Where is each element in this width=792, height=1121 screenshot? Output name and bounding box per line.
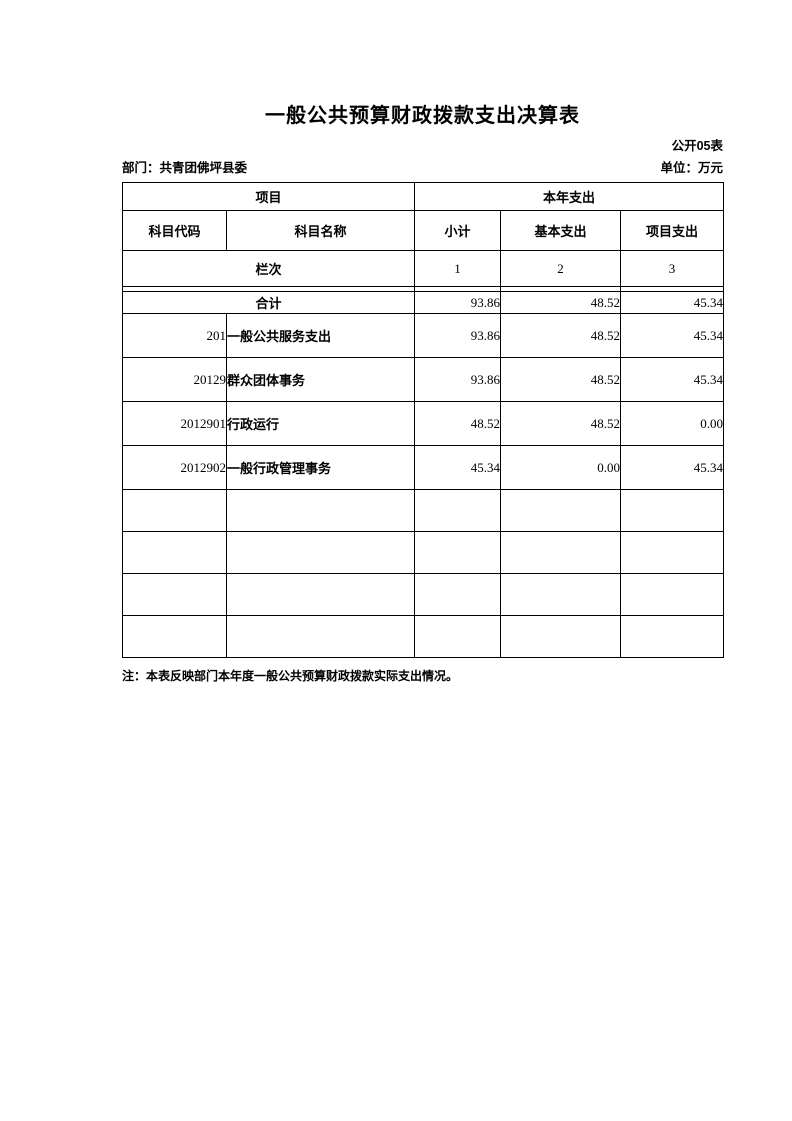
empty-cell [500,573,622,616]
empty-cell [122,489,227,532]
table-row: 2012901 行政运行 48.52 48.52 0.00 [122,401,725,446]
subject-name-cell: 行政运行 [225,401,416,446]
value-cell: 93.86 [414,357,502,402]
department-label: 部门：共青团佛坪县委 [122,161,248,175]
empty-row [122,489,725,532]
form-number: 公开05表 [671,139,723,153]
header-subtotal-cell: 小计 [414,210,502,251]
rank-number-cell: 3 [620,250,725,287]
total-value-cell: 93.86 [414,291,502,314]
rank-number-cell: 2 [500,250,622,287]
value-cell: 45.34 [620,445,725,490]
total-row: 合计 93.86 48.52 45.34 [121,291,725,314]
empty-cell [414,531,502,574]
empty-cell [500,615,622,658]
value-cell: 45.34 [620,357,725,402]
empty-cell [122,531,227,574]
empty-row [122,615,725,658]
header-project-expenditure-cell: 项目支出 [620,210,725,251]
value-cell: 48.52 [500,313,622,358]
header-group-row: 项目 本年支出 [121,182,725,211]
empty-cell [620,531,725,574]
header-project-group-cell: 项目 [121,182,416,211]
empty-cell [414,573,502,616]
expenditure-table: 项目 本年支出 科目代码 科目名称 小计 基本支出 项目支出 栏次 1 2 3 [121,182,725,658]
header-columns-row: 科目代码 科目名称 小计 基本支出 项目支出 [122,210,725,251]
unit-label: 单位：万元 [660,161,723,175]
page-title: 一般公共预算财政拨款支出决算表 [265,105,580,127]
value-cell: 48.52 [500,357,622,402]
rank-label-cell: 栏次 [121,250,416,287]
empty-row [122,531,725,574]
header-year-expenditure-cell: 本年支出 [414,182,725,211]
subject-name-cell: 群众团体事务 [225,357,416,402]
footnote: 注：本表反映部门本年度一般公共预算财政拨款实际支出情况。 [122,669,459,683]
subject-code-cell: 2012901 [122,401,227,446]
empty-cell [414,489,502,532]
value-cell: 93.86 [414,313,502,358]
subject-code-cell: 201 [122,313,227,358]
total-value-cell: 48.52 [500,291,622,314]
subject-name-cell: 一般行政管理事务 [225,445,416,490]
meta-line: 部门：共青团佛坪县委 单位：万元 [122,161,723,176]
value-cell: 0.00 [500,445,622,490]
empty-cell [225,615,416,658]
empty-cell [225,531,416,574]
value-cell: 48.52 [414,401,502,446]
header-basic-expenditure-cell: 基本支出 [500,210,622,251]
subject-code-cell: 20129 [122,357,227,402]
rank-number-cell: 1 [414,250,502,287]
subject-name-cell: 一般公共服务支出 [225,313,416,358]
empty-cell [620,573,725,616]
total-value-cell: 45.34 [620,291,725,314]
value-cell: 45.34 [414,445,502,490]
total-label-cell: 合计 [121,291,416,314]
empty-cell [414,615,502,658]
table-row: 2012902 一般行政管理事务 45.34 0.00 45.34 [122,445,725,490]
header-subject-code-cell: 科目代码 [122,210,227,251]
empty-cell [122,615,227,658]
value-cell: 48.52 [500,401,622,446]
table-row: 201 一般公共服务支出 93.86 48.52 45.34 [122,313,725,358]
subject-code-cell: 2012902 [122,445,227,490]
empty-cell [225,573,416,616]
value-cell: 45.34 [620,313,725,358]
value-cell: 0.00 [620,401,725,446]
empty-cell [620,615,725,658]
rank-row: 栏次 1 2 3 [121,250,725,287]
empty-cell [500,489,622,532]
empty-cell [620,489,725,532]
header-subject-name-cell: 科目名称 [225,210,416,251]
empty-cell [122,573,227,616]
empty-cell [500,531,622,574]
empty-row [122,573,725,616]
empty-cell [225,489,416,532]
document-content: 一般公共预算财政拨款支出决算表 公开05表 部门：共青团佛坪县委 单位：万元 项… [121,0,725,684]
table-row: 20129 群众团体事务 93.86 48.52 45.34 [122,357,725,402]
